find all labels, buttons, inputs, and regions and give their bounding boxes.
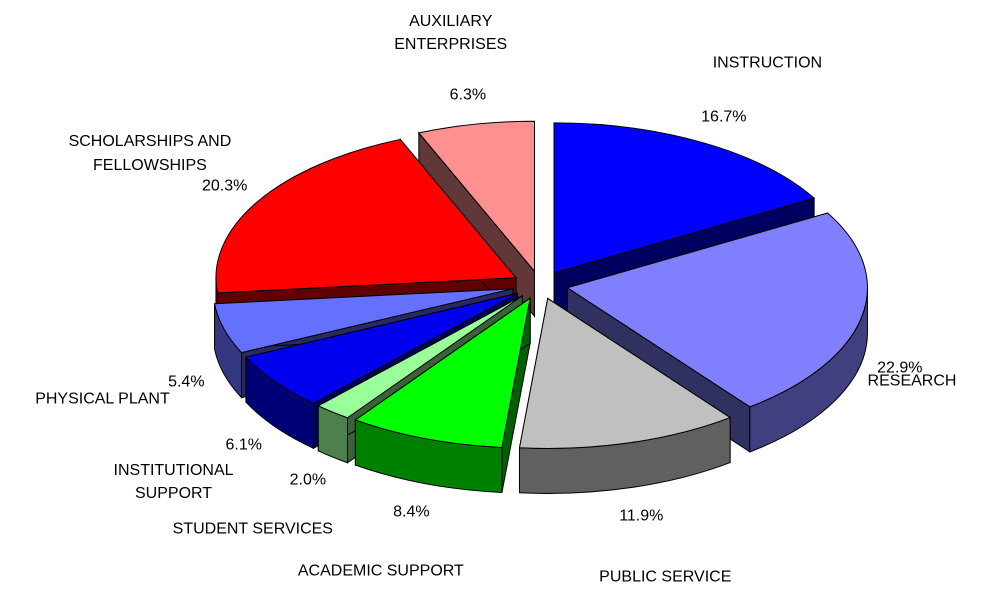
- category-label: INSTRUCTION: [712, 53, 823, 71]
- value-label: 5.4%: [168, 373, 205, 391]
- slice: [354, 297, 531, 448]
- category-label: AUXILIARY ENTERPRISES: [394, 12, 508, 54]
- slice: [566, 212, 868, 408]
- category-label: PUBLIC SERVICE: [599, 568, 732, 586]
- value-label: 22.9%: [877, 359, 923, 377]
- category-label: ACADEMIC SUPPORT: [297, 562, 464, 580]
- slice: [244, 292, 518, 404]
- slice: [518, 297, 732, 449]
- category-label: STUDENT SERVICES: [172, 520, 333, 538]
- category-label: INSTITUTIONAL SUPPORT: [113, 461, 234, 502]
- value-label: 20.3%: [202, 177, 248, 195]
- category-label: SCHOLARSHIPS AND FELLOWSHIPS: [68, 133, 232, 174]
- value-label: 2.0%: [289, 471, 327, 489]
- slice: [317, 295, 523, 419]
- value-label: 16.7%: [701, 108, 747, 126]
- value-label: 11.9%: [619, 507, 664, 525]
- category-label: PHYSICAL PLANT: [35, 390, 170, 407]
- slice: [553, 122, 816, 274]
- value-label: 6.1%: [225, 435, 262, 453]
- slice: [215, 138, 517, 294]
- slice: [417, 120, 535, 273]
- slice: [213, 288, 514, 354]
- value-label: 8.4%: [393, 503, 430, 521]
- category-label: RESEARCH: [867, 371, 957, 389]
- value-label: 6.3%: [449, 86, 487, 104]
